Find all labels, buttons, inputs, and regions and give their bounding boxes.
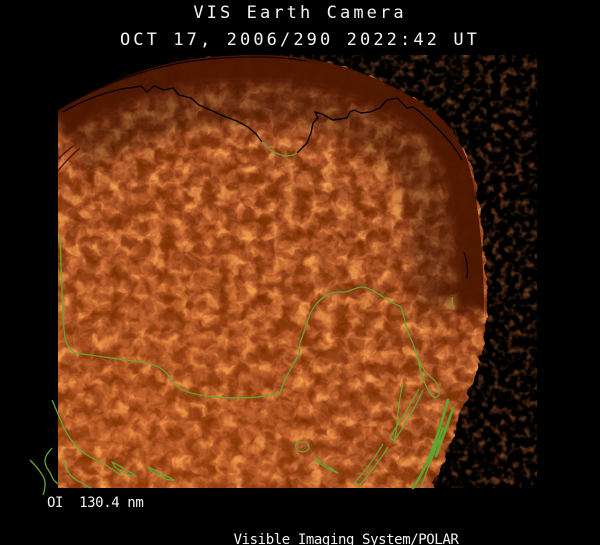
limb-inner-line <box>58 56 307 110</box>
image-title: VIS Earth Camera <box>193 3 407 23</box>
instrument-credit: Visible Imaging System/POLAR <box>233 532 459 545</box>
coastline-green-dense-chain <box>411 398 455 490</box>
limb-dash <box>463 251 469 279</box>
sub-image-region <box>58 55 537 488</box>
dayglow-brightening <box>58 55 484 488</box>
coastline-black-path <box>62 85 463 161</box>
wavelength-label: OI 130.4 nm <box>47 495 144 511</box>
airglow-arcs <box>58 145 81 172</box>
credit-block: Visible Imaging System/POLAR The Univers… <box>205 495 487 545</box>
coastline-green-path <box>29 141 454 496</box>
limb-darkening-band <box>58 55 484 488</box>
image-timestamp: OCT 17, 2006/290 2022:42 UT <box>119 30 481 50</box>
